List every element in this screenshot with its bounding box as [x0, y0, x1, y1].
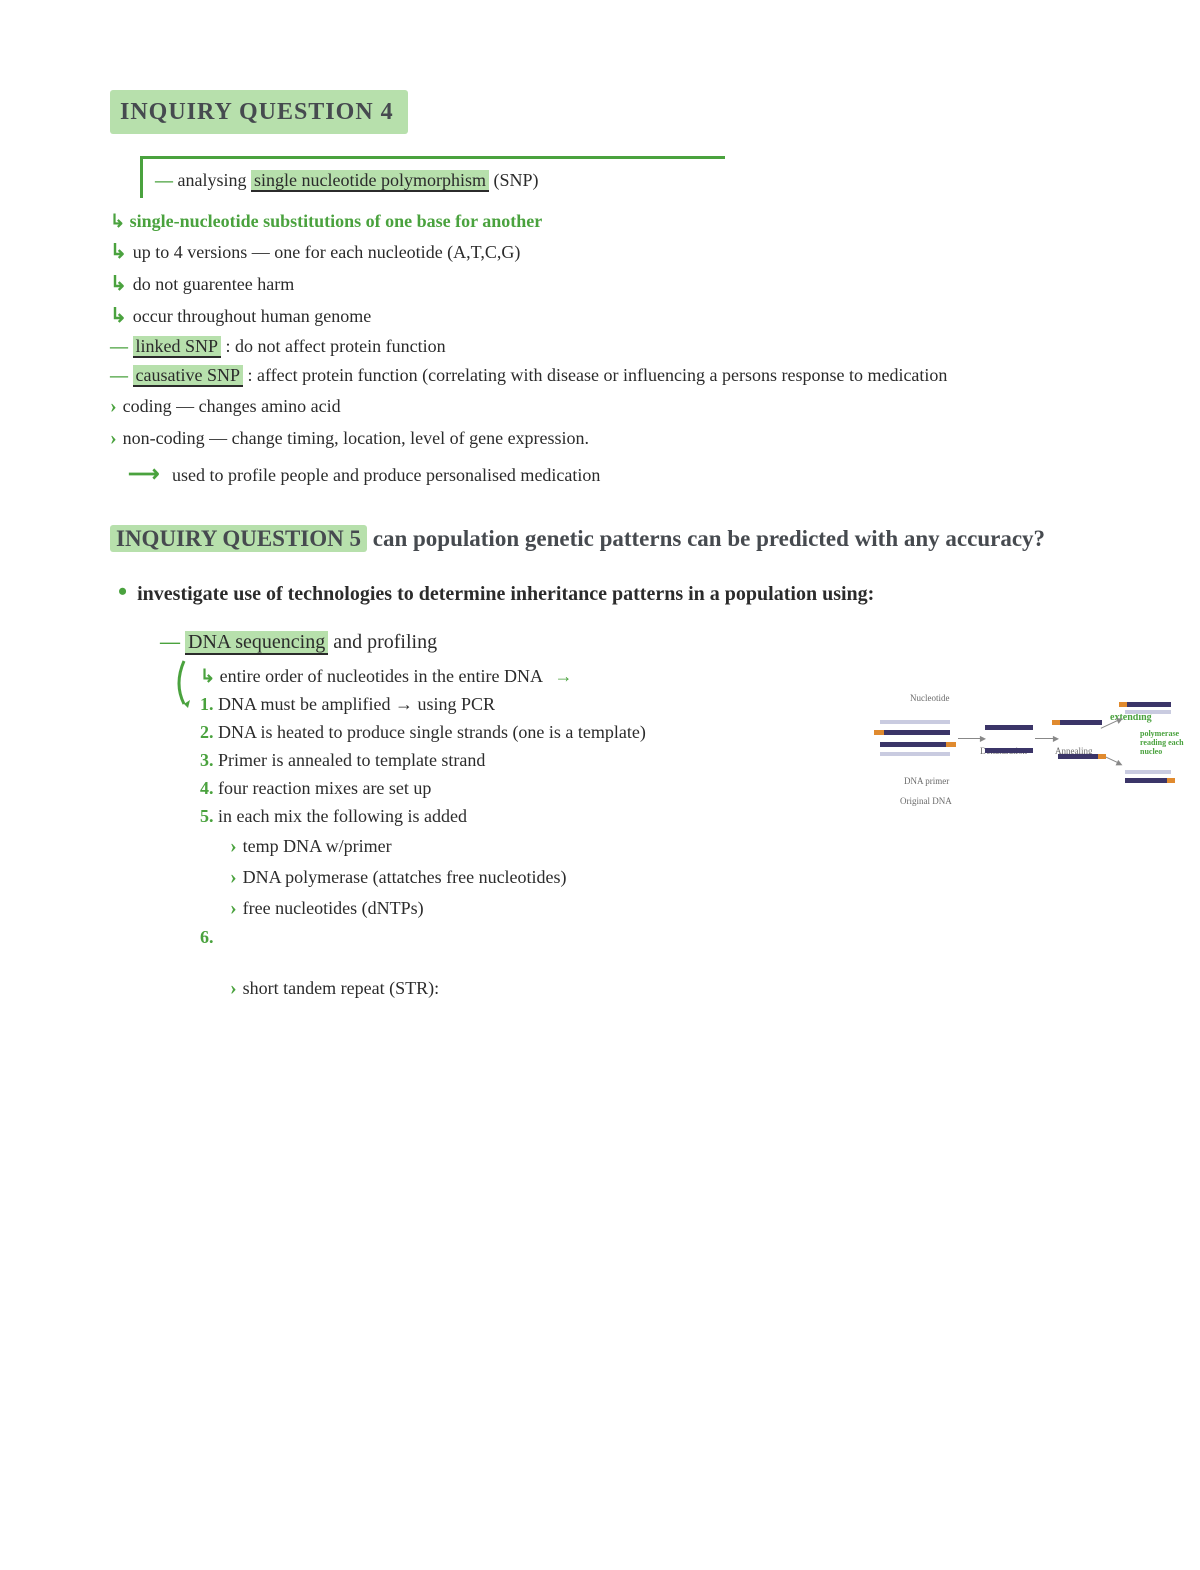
- curve-arrow-svg: [172, 659, 202, 714]
- band: [1125, 710, 1171, 714]
- q4-linked-rest: : do not affect protein function: [226, 336, 446, 356]
- q4-line1-suffix: (SNP): [493, 170, 538, 190]
- q4-line1-term: single nucleotide polymorphism: [251, 170, 489, 192]
- q4-conclusion: used to profile people and produce perso…: [172, 465, 600, 485]
- band: [880, 752, 950, 756]
- lbl-dna-primer: DNA primer: [904, 775, 949, 789]
- q4-sub-green-row: ↳ single-nucleotide substitutions of one…: [110, 208, 1100, 235]
- q4-b2: do not guarentee harm: [110, 269, 1100, 299]
- long-arrow-icon: ⟶: [128, 461, 160, 486]
- band: [880, 720, 950, 724]
- q5-step-5-text: in each mix the following is added: [218, 806, 467, 826]
- tag: [1167, 778, 1175, 783]
- band: [1058, 720, 1102, 725]
- arrow-right-icon: →: [555, 666, 573, 686]
- tag: [1052, 720, 1060, 725]
- num-1: 1.: [200, 694, 214, 714]
- pcr-diagram: Nucleotide DNA primer Original DNA Denat…: [850, 690, 1180, 820]
- q4-line1-prefix: analysing: [178, 170, 247, 190]
- num-2: 2.: [200, 722, 214, 742]
- notes-page: INQUIRY QUESTION 4 — analysing single nu…: [0, 0, 1200, 1044]
- q4-caus-rest: : affect protein function (correlating w…: [247, 365, 947, 385]
- tag: [1098, 754, 1106, 759]
- lbl-original: Original DNA: [900, 795, 952, 809]
- bullet-icon: •: [118, 579, 127, 609]
- q5-mix-2: DNA polymerase (attatches free nucleotid…: [230, 862, 1100, 892]
- num-3: 3.: [200, 750, 214, 770]
- q5-title-rest: can population genetic patterns can be p…: [373, 526, 1045, 551]
- q4-topic-line: — analysing single nucleotide polymorphi…: [140, 156, 725, 198]
- q5-title-hl: INQUIRY QUESTION 5: [110, 525, 367, 552]
- band: [985, 748, 1033, 753]
- dash-icon: —: [110, 336, 128, 356]
- dash-icon: —: [155, 170, 173, 190]
- band: [880, 730, 950, 735]
- q4-b3: occur throughout human genome: [110, 301, 1100, 331]
- q5-step-1-text: DNA must be amplified → using PCR: [218, 694, 495, 714]
- q5-intro: investigate use of technologies to deter…: [137, 579, 874, 609]
- curve-arrow-icon: ↳: [110, 211, 125, 231]
- num-5: 5.: [200, 806, 214, 826]
- arrow-sm: [1035, 738, 1053, 739]
- lbl-repeat: polymerase reading each nucleo: [1140, 730, 1190, 756]
- q5-mix-3: free nucleotides (dNTPs): [230, 893, 1100, 923]
- q5-dna-heading: — DNA sequencing and profiling: [160, 627, 1100, 657]
- q5-title: INQUIRY QUESTION 5 can population geneti…: [110, 522, 1100, 555]
- q5-step-3-text: Primer is annealed to template strand: [218, 750, 485, 770]
- q4-caus-label: causative SNP: [133, 365, 243, 387]
- q5-step-4-text: four reaction mixes are set up: [218, 778, 431, 798]
- tag: [874, 730, 884, 735]
- num-4: 4.: [200, 778, 214, 798]
- q4-caus-c1: coding — changes amino acid: [110, 391, 1100, 421]
- tag: [1119, 702, 1127, 707]
- q5-dna-sub-row: ↳ entire order of nucleotides in the ent…: [200, 663, 1100, 690]
- band: [1058, 754, 1102, 759]
- q5-dna-sub: entire order of nucleotides in the entir…: [220, 666, 542, 686]
- dash-icon: —: [110, 365, 128, 385]
- q5-intro-row: • investigate use of technologies to det…: [118, 579, 1100, 609]
- band: [1125, 770, 1171, 774]
- q5-str: short tandem repeat (STR):: [230, 973, 1100, 1003]
- q4-sub-green: single-nucleotide substitutions of one b…: [130, 211, 543, 231]
- q4-title: INQUIRY QUESTION 4: [110, 90, 1100, 134]
- q4-linked-row: — linked SNP : do not affect protein fun…: [110, 333, 1100, 360]
- tag: [946, 742, 956, 747]
- q5-dna-rest: and profiling: [333, 631, 437, 653]
- arrow-sm: [958, 738, 980, 739]
- q4-caus-c2: non-coding — change timing, location, le…: [110, 423, 1100, 453]
- dash-icon: —: [160, 631, 180, 653]
- q5-mix-1: temp DNA w/primer: [230, 831, 1100, 861]
- band: [1125, 702, 1171, 707]
- band: [1125, 778, 1171, 783]
- q4-b1: up to 4 versions — one for each nucleoti…: [110, 237, 1100, 267]
- q5-step-2-text: DNA is heated to produce single strands …: [218, 722, 646, 742]
- band: [985, 725, 1033, 730]
- q4-conclusion-row: ⟶ used to profile people and produce per…: [128, 457, 1100, 490]
- num-6: 6.: [200, 927, 214, 947]
- band: [880, 742, 950, 747]
- q5-step-6: 6.: [200, 924, 1100, 951]
- q4-linked-label: linked SNP: [133, 336, 222, 358]
- q5-dna-label: DNA sequencing: [185, 631, 328, 655]
- arrow-icon: ↳: [200, 666, 215, 686]
- q4-caus-row: — causative SNP : affect protein functio…: [110, 362, 1100, 389]
- q4-title-text: INQUIRY QUESTION 4: [110, 90, 408, 134]
- lbl-nucleotide: Nucleotide: [910, 692, 950, 706]
